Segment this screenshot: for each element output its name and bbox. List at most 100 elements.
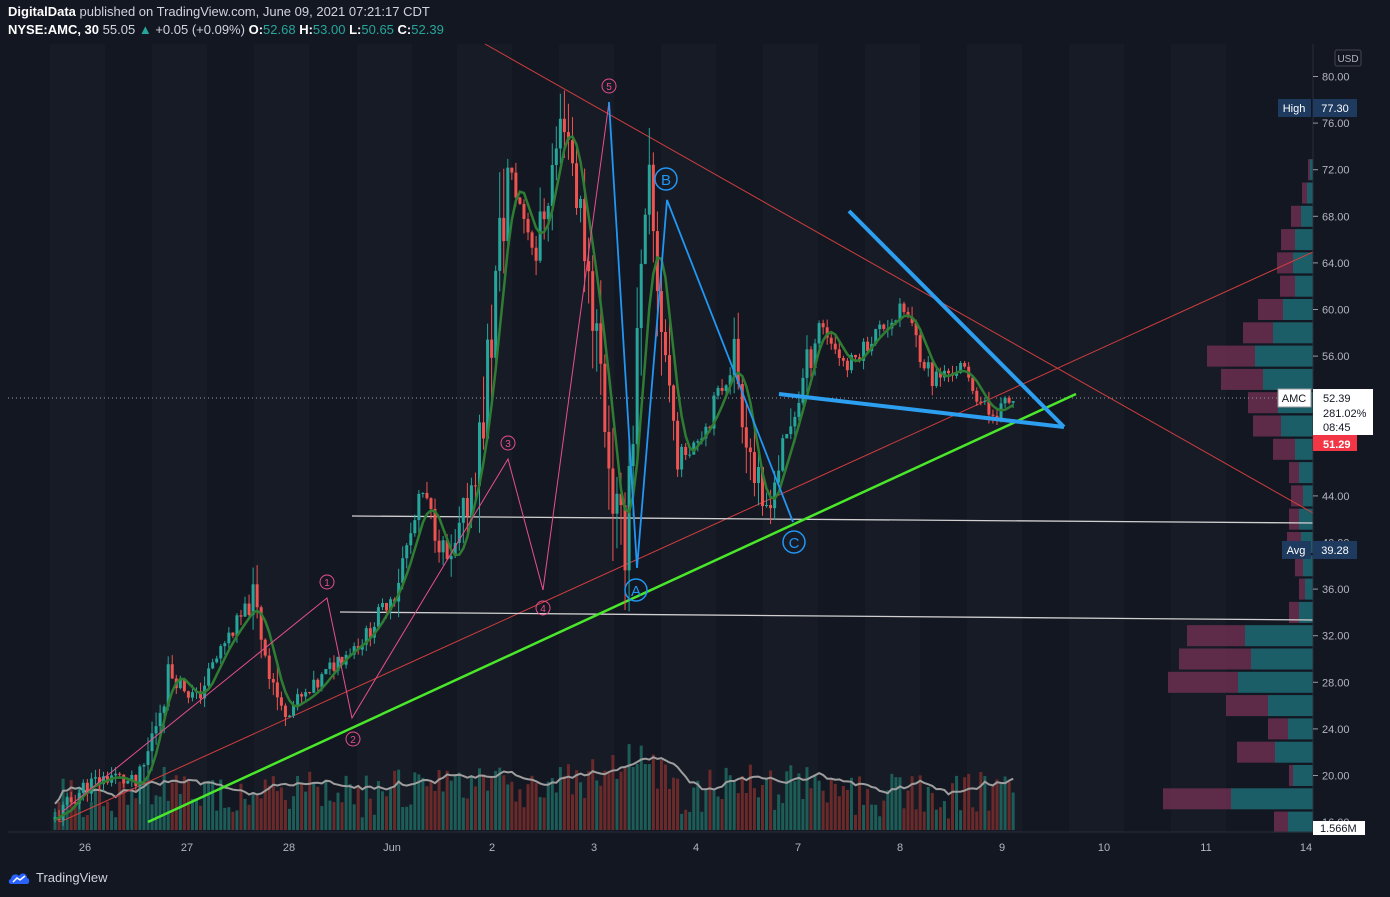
avg-value-text: 39.28 xyxy=(1321,545,1349,557)
moving-average-line xyxy=(54,134,1014,821)
candle-body-up xyxy=(550,165,554,206)
candle-body-up xyxy=(773,482,777,509)
volume-bar xyxy=(389,788,393,830)
candle-body-up xyxy=(486,339,490,439)
volume-bar xyxy=(1003,776,1007,830)
candle-body-up xyxy=(874,329,878,344)
tradingview-logo[interactable]: TradingView xyxy=(8,870,108,885)
candle-body-down xyxy=(922,362,926,369)
symbol-name[interactable]: NYSE:AMC, 30 xyxy=(8,22,100,37)
volume-bar xyxy=(922,811,926,830)
candle-body-down xyxy=(987,400,991,415)
candle-body-down xyxy=(853,354,857,358)
candle-body-up xyxy=(983,400,987,402)
open-value: 52.68 xyxy=(263,22,296,37)
candle-body-up xyxy=(251,584,255,615)
candle-body-down xyxy=(134,775,138,787)
volume-bar xyxy=(114,817,118,830)
candle-body-up xyxy=(716,387,720,396)
candle-body-down xyxy=(619,493,623,506)
volume-profile-down xyxy=(1273,438,1295,460)
wave-label-5-text: 5 xyxy=(606,82,612,93)
volume-bar xyxy=(1007,781,1011,830)
volume-bar xyxy=(449,780,453,830)
candle-body-up xyxy=(417,493,421,521)
candle-body-up xyxy=(114,773,118,776)
candle-body-up xyxy=(207,668,211,686)
volume-bar xyxy=(441,791,445,830)
price-tick-label: 32.00 xyxy=(1322,631,1350,643)
volume-bar xyxy=(744,793,748,830)
volume-bar xyxy=(607,772,611,830)
candle-body-down xyxy=(672,385,676,421)
candle-body-down xyxy=(69,797,73,803)
candle-body-up xyxy=(320,674,324,688)
candle-body-down xyxy=(526,218,530,233)
candle-body-down xyxy=(514,172,518,198)
candle-body-up xyxy=(401,558,405,583)
wave-label-2-text: 2 xyxy=(350,735,356,746)
candle-body-down xyxy=(534,247,538,261)
candle-body-up xyxy=(506,167,510,242)
candle-body-down xyxy=(275,682,279,698)
volume-bar xyxy=(340,802,344,830)
volume-profile-up xyxy=(1299,601,1313,623)
price-tick-label: 24.00 xyxy=(1322,724,1350,736)
volume-bar xyxy=(453,774,457,830)
candle-body-down xyxy=(761,467,764,507)
candle-body-up xyxy=(61,804,65,821)
candle-body-up xyxy=(126,780,130,784)
volume-bar xyxy=(292,796,296,830)
publish-text: published on TradingView.com, June 09, 2… xyxy=(79,4,430,19)
volume-profile-up xyxy=(1310,159,1313,181)
candle-body-up xyxy=(817,323,821,344)
volume-bar xyxy=(328,800,332,830)
volume-bar xyxy=(627,744,631,830)
volume-profile-up xyxy=(1293,765,1313,786)
publisher-name[interactable]: DigitalData xyxy=(8,4,76,19)
candle-body-down xyxy=(748,447,752,453)
volume-bar xyxy=(959,810,963,830)
volume-bar xyxy=(882,800,886,830)
high-price-label: High 77.30 xyxy=(1278,99,1357,117)
volume-bar xyxy=(995,779,999,830)
candle-body-down xyxy=(97,777,101,785)
volume-bar xyxy=(413,772,417,830)
volume-bar xyxy=(506,784,510,830)
candle-body-down xyxy=(562,118,566,133)
volume-bar xyxy=(279,787,283,830)
volume-bar xyxy=(615,778,619,830)
candle-body-up xyxy=(421,492,425,494)
candle-body-down xyxy=(837,349,841,359)
session-band xyxy=(559,44,614,832)
candle-body-up xyxy=(292,704,296,716)
time-tick-label: Jun xyxy=(383,842,401,854)
volume-bar xyxy=(550,778,554,830)
volume-bar xyxy=(732,780,736,830)
volume-bar xyxy=(421,777,425,830)
candle-body-up xyxy=(376,607,380,627)
volume-bar xyxy=(211,780,215,830)
wave-label-2: 2 xyxy=(345,731,361,747)
volume-profile-down xyxy=(1291,205,1301,227)
volume-bar xyxy=(631,767,635,830)
volume-bar xyxy=(385,796,389,830)
volume-bar xyxy=(457,772,461,830)
candle-body-up xyxy=(413,520,417,534)
session-band xyxy=(50,44,105,832)
chart-header: DigitalData published on TradingView.com… xyxy=(0,0,1390,42)
volume-profile-down xyxy=(1291,485,1303,507)
volume-bar xyxy=(372,814,376,830)
volume-bar xyxy=(914,809,918,830)
candle-body-up xyxy=(724,385,728,391)
candle-body-up xyxy=(449,556,453,560)
candle-body-up xyxy=(546,205,550,220)
volume-bar xyxy=(425,786,429,830)
session-band xyxy=(661,44,716,832)
candle-body-up xyxy=(215,658,219,663)
avg-price-label: Avg 39.28 xyxy=(1282,541,1357,559)
volume-bar xyxy=(445,770,449,830)
high-label-text: High xyxy=(1283,103,1306,115)
currency-box[interactable] xyxy=(1334,49,1362,67)
